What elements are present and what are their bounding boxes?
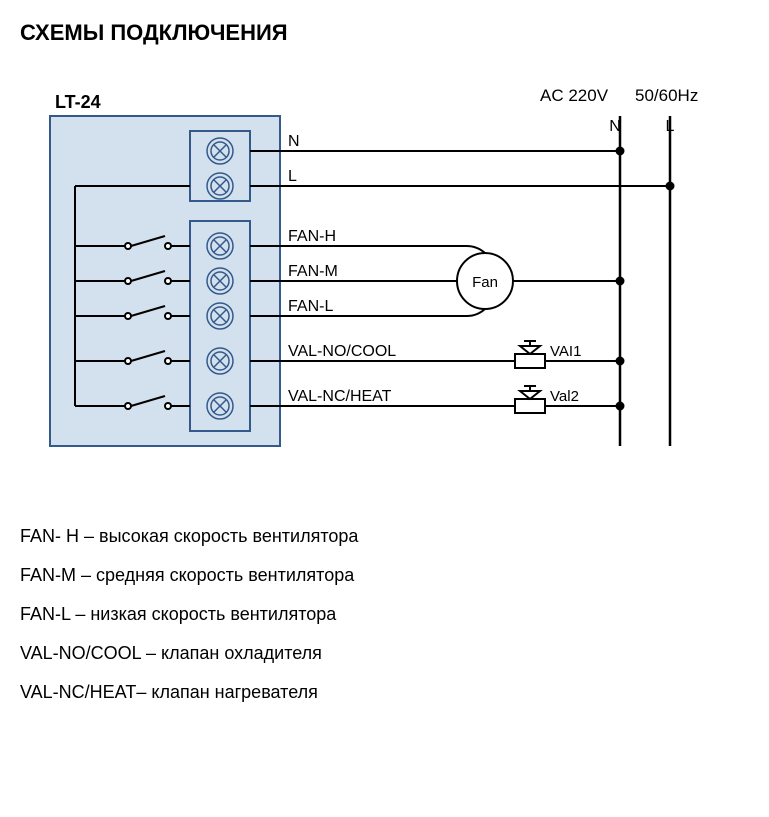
power-rails [620, 116, 670, 446]
screw-valnc [207, 393, 233, 419]
legend-item: FAN-M – средняя скорость вентилятора [20, 565, 749, 586]
legend-item: VAL-NO/COOL – клапан охладителя [20, 643, 749, 664]
screw-fanm [207, 268, 233, 294]
valve-1-label: VAI1 [550, 343, 581, 360]
legend-item: FAN-L – низкая скорость вентилятора [20, 604, 749, 625]
power-freq-label: 50/60Hz [635, 86, 698, 105]
power-n-label: N [609, 118, 621, 135]
terminal-valno-label: VAL-NO/COOL [288, 343, 396, 360]
screw-fanl [207, 303, 233, 329]
screw-n [207, 138, 233, 164]
terminal-fanl-label: FAN-L [288, 298, 333, 315]
legend: FAN- H – высокая скорость вентилятора FA… [20, 526, 749, 703]
screw-valno [207, 348, 233, 374]
terminal-l-label: L [288, 168, 297, 185]
page-title: СХЕМЫ ПОДКЛЮЧЕНИЯ [20, 20, 749, 46]
legend-item: VAL-NC/HEAT– клапан нагревателя [20, 682, 749, 703]
power-voltage-label: AC 220V [540, 86, 609, 105]
device-label: LT-24 [55, 92, 101, 112]
valve-1-symbol [515, 341, 545, 368]
valve-2-label: Val2 [550, 388, 579, 405]
legend-item: FAN- H – высокая скорость вентилятора [20, 526, 749, 547]
fan-label: Fan [472, 274, 498, 291]
screw-l [207, 173, 233, 199]
screw-fanh [207, 233, 233, 259]
power-l-label: L [666, 118, 675, 135]
terminal-fanm-label: FAN-M [288, 263, 338, 280]
terminal-n-label: N [288, 133, 300, 150]
valve-2-symbol [515, 386, 545, 413]
terminal-fanh-label: FAN-H [288, 228, 336, 245]
terminal-valnc-label: VAL-NC/HEAT [288, 388, 392, 405]
wiring-diagram: LT-24 [20, 86, 730, 486]
